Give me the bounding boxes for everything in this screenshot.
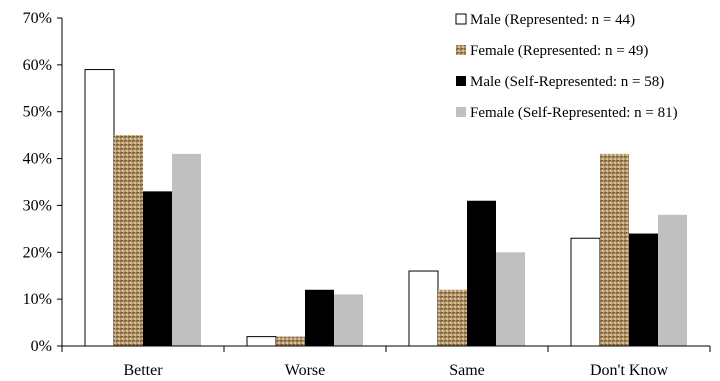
x-category-label: Same: [449, 362, 485, 379]
bar: [305, 289, 334, 346]
bar: [246, 336, 277, 347]
x-axis: Better Worse Same Don't Know: [61, 345, 711, 379]
y-tick-label: 70%: [23, 10, 52, 27]
legend-swatch: [456, 45, 466, 55]
bar: [143, 191, 172, 346]
y-tick-label: 20%: [23, 244, 52, 261]
legend-label: Male (Self-Represented: n = 58): [470, 74, 664, 90]
bar: [276, 336, 305, 346]
y-tick-label: 60%: [23, 57, 52, 74]
legend-label: Male (Represented: n = 44): [470, 12, 635, 28]
bar: [84, 69, 115, 347]
bar: [496, 252, 525, 346]
bar: [570, 237, 601, 347]
bar: [658, 214, 687, 346]
legend-swatch: [456, 107, 466, 117]
y-tick-label: 40%: [23, 151, 52, 168]
legend: Male (Represented: n = 44) Female (Repres…: [455, 12, 678, 121]
bar: [172, 153, 201, 346]
y-tick-label: 10%: [23, 291, 52, 308]
x-category-label: Better: [123, 362, 163, 379]
y-axis: 0% 10% 20% 30% 40% 50% 60% 70%: [23, 10, 63, 355]
bar: [629, 233, 658, 346]
y-tick-label: 30%: [23, 197, 52, 214]
bar: [467, 200, 496, 346]
y-tick-label: 50%: [23, 104, 52, 121]
legend-label: Female (Self-Represented: n = 81): [470, 105, 678, 121]
legend-label: Female (Represented: n = 49): [470, 43, 648, 59]
legend-swatch: [455, 13, 467, 25]
x-category-label: Worse: [285, 362, 325, 379]
bars: [84, 69, 687, 347]
x-category-label: Don't Know: [590, 362, 668, 379]
bar: [114, 135, 143, 346]
bar: [408, 270, 439, 347]
bar: [600, 153, 629, 346]
legend-swatch: [456, 76, 466, 86]
bar: [334, 294, 363, 346]
y-tick-label: 0%: [31, 338, 52, 355]
bar: [438, 289, 467, 346]
